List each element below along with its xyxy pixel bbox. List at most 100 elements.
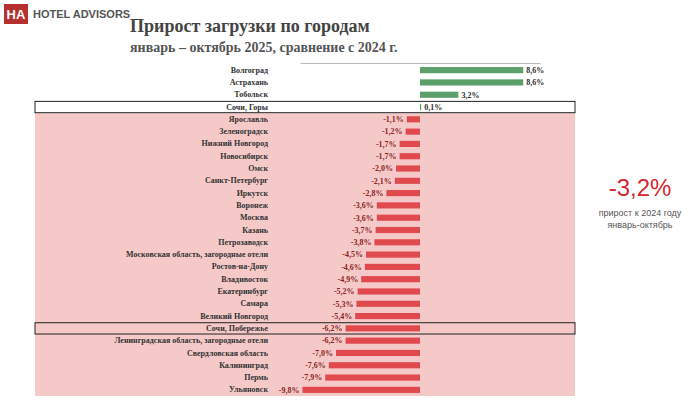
summary: -3,2% прирост к 2024 году январь-октябрь bbox=[599, 174, 682, 230]
chart: HA HOTEL ADVISORSПрирост загрузки по горо… bbox=[0, 0, 700, 400]
data-label: -2,1% bbox=[371, 177, 392, 186]
y-tick-label: Владивосток bbox=[221, 275, 268, 284]
bar bbox=[395, 178, 420, 184]
y-tick-label: Пермь bbox=[244, 373, 269, 382]
y-tick: Ленинградская область, загородные отели bbox=[114, 336, 268, 345]
bar bbox=[346, 325, 420, 331]
y-tick-label: Новосибирск bbox=[220, 152, 268, 161]
y-tick: Омск bbox=[248, 164, 268, 173]
y-tick-label: Казань bbox=[242, 226, 269, 235]
y-tick-label: Санкт-Петербург bbox=[205, 176, 268, 185]
data-label: -1,1% bbox=[383, 115, 404, 124]
data-label: -5,2% bbox=[334, 287, 355, 296]
summary-caption: январь-октябрь bbox=[607, 220, 672, 230]
data-labels: 8,6%8,6%3,2%0,1%-1,1%-1,2%-1,7%-1,7%-2,0… bbox=[279, 66, 544, 395]
brand: HOTEL ADVISORS bbox=[33, 8, 130, 20]
y-tick: Екатеринбург bbox=[217, 287, 268, 296]
y-tick: Иркутск bbox=[237, 189, 269, 198]
bar bbox=[406, 129, 420, 135]
y-tick: Астрахань bbox=[230, 78, 269, 87]
bar bbox=[302, 387, 420, 393]
data-label: -1,7% bbox=[376, 152, 397, 161]
bar bbox=[346, 338, 420, 344]
bar bbox=[396, 165, 420, 171]
x-axis bbox=[301, 63, 541, 64]
y-tick: Великий Новгород bbox=[200, 312, 268, 321]
y-tick: Воронеж bbox=[236, 201, 268, 210]
y-tick-label: Сочи, Побережье bbox=[206, 324, 268, 333]
y-tick-label: Ленинградская область, загородные отели bbox=[114, 336, 268, 345]
bar bbox=[366, 252, 420, 258]
negative-background bbox=[35, 113, 575, 396]
data-label: -4,9% bbox=[338, 275, 359, 284]
bars bbox=[302, 67, 523, 393]
data-label: -3,8% bbox=[351, 238, 372, 247]
y-tick-label: Иркутск bbox=[237, 189, 269, 198]
y-tick-label: Самара bbox=[240, 299, 268, 308]
y-tick: Казань bbox=[242, 226, 269, 235]
y-tick-label: Волгоград bbox=[231, 66, 268, 75]
bar bbox=[356, 301, 420, 307]
bar bbox=[407, 116, 420, 122]
y-tick: Пермь bbox=[244, 373, 269, 382]
data-label: -5,4% bbox=[332, 312, 353, 321]
data-label: -5,3% bbox=[333, 300, 354, 309]
data-label: -2,8% bbox=[363, 189, 384, 198]
data-label: -6,2% bbox=[322, 336, 343, 345]
y-tick: Москва bbox=[240, 213, 268, 222]
bar bbox=[365, 264, 420, 270]
highlight-box bbox=[35, 101, 575, 112]
data-label: -1,7% bbox=[376, 140, 397, 149]
y-tick-label: Москва bbox=[240, 213, 268, 222]
y-tick-label: Воронеж bbox=[236, 201, 268, 210]
y-tick-label: Ростов-на-Дону bbox=[212, 262, 268, 271]
bar bbox=[355, 313, 420, 319]
y-tick-label: Калининград bbox=[219, 361, 268, 370]
bar bbox=[374, 239, 420, 245]
y-tick: Волгоград bbox=[231, 66, 268, 75]
x-axis-line bbox=[301, 63, 541, 64]
y-tick-label: Сочи, Горы bbox=[226, 103, 269, 112]
summary-value: -3,2% bbox=[609, 174, 672, 201]
title: Прирост загрузки по городам bbox=[130, 16, 370, 36]
y-tick: Самара bbox=[240, 299, 268, 308]
y-tick-label: Астрахань bbox=[230, 78, 269, 87]
data-label: 8,6% bbox=[526, 78, 544, 87]
data-label: -2,0% bbox=[372, 164, 393, 173]
data-label: -6,2% bbox=[322, 324, 343, 333]
y-tick-label: Екатеринбург bbox=[217, 287, 268, 296]
logo-box bbox=[4, 4, 28, 24]
y-tick: Ульяновск bbox=[229, 385, 268, 394]
y-tick: Московская область, загородные отели bbox=[126, 250, 268, 259]
y-axis: Волгоград Астрахань Тобольск Сочи, Горы Ярос… bbox=[114, 66, 268, 395]
data-label: -4,5% bbox=[342, 250, 363, 259]
y-tick-label: Ярославль bbox=[229, 115, 269, 124]
bar bbox=[377, 215, 420, 221]
y-tick-label: Свердловская область bbox=[187, 349, 269, 358]
bar bbox=[336, 350, 420, 356]
data-label: -3,7% bbox=[352, 226, 373, 235]
bar bbox=[361, 276, 420, 282]
bar bbox=[420, 104, 421, 110]
y-tick: Ярославль bbox=[229, 115, 269, 124]
y-tick: Петрозаводск bbox=[218, 238, 268, 247]
y-tick-label: Тобольск bbox=[234, 90, 268, 99]
data-label: -9,8% bbox=[279, 386, 300, 395]
bar bbox=[325, 374, 420, 380]
data-label: -7,9% bbox=[302, 373, 323, 382]
y-tick-label: Ульяновск bbox=[229, 385, 268, 394]
y-tick: Владивосток bbox=[221, 275, 268, 284]
data-label: -7,6% bbox=[305, 361, 326, 370]
data-label: 3,2% bbox=[461, 91, 479, 100]
logo-mark: HA bbox=[7, 7, 26, 22]
summary-caption: прирост к 2024 году bbox=[599, 208, 682, 218]
data-label: -7,0% bbox=[312, 349, 333, 358]
y-tick-label: Московская область, загородные отели bbox=[126, 250, 268, 259]
y-tick-label: Петрозаводск bbox=[218, 238, 268, 247]
bar bbox=[358, 288, 420, 294]
y-tick-label: Омск bbox=[248, 164, 268, 173]
y-tick: Сочи, Горы bbox=[226, 103, 269, 112]
y-tick: Калининград bbox=[219, 361, 268, 370]
bar bbox=[376, 227, 420, 233]
bar bbox=[329, 362, 420, 368]
